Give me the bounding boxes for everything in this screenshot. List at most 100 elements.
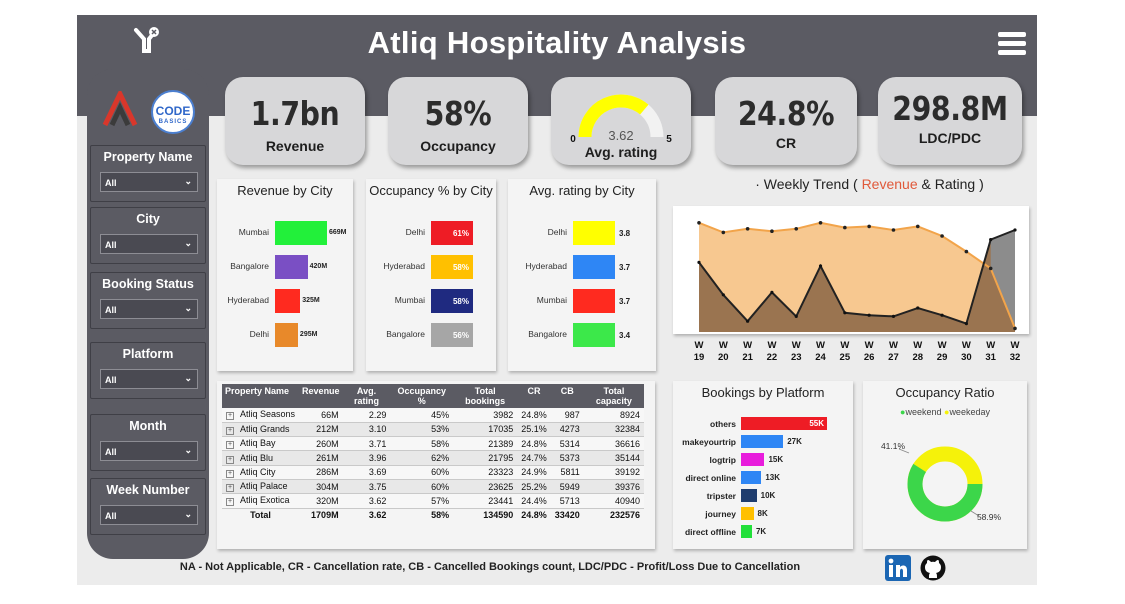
platform-dropdown[interactable]: All ⌄ xyxy=(100,369,198,389)
bar-value-label: 3.8 xyxy=(619,229,631,238)
rating-point[interactable] xyxy=(1013,228,1017,232)
column-header[interactable]: Total capacity xyxy=(583,384,644,408)
rating-by-city-chart[interactable]: Avg. rating by City Delhi 3.8 Hyderabad 3.7… xyxy=(508,179,656,371)
month-dropdown[interactable]: All ⌄ xyxy=(100,441,198,461)
expand-icon[interactable]: + xyxy=(226,498,234,507)
table-row[interactable]: + Atliq Grands 212M 3.10 53% 17035 25.1% 4273 32… xyxy=(222,422,644,438)
platform-bar[interactable] xyxy=(741,471,762,484)
revenue-point[interactable] xyxy=(794,227,799,231)
hamburger-menu-icon[interactable] xyxy=(998,32,1026,58)
revenue-point[interactable] xyxy=(891,228,896,232)
rating-point[interactable] xyxy=(867,313,871,317)
table-cell: 24.4% xyxy=(517,493,551,509)
bar-value-label: 8K xyxy=(757,509,768,518)
kpi-avg-rating[interactable]: 3.62 0 5 Avg. rating xyxy=(551,77,691,165)
revenue-point[interactable] xyxy=(770,229,774,233)
platform-bar[interactable]: 55K xyxy=(741,417,827,430)
column-header[interactable]: Occupancy % xyxy=(390,384,454,408)
bar-category-label: Mumbai xyxy=(394,295,425,305)
expand-icon[interactable]: + xyxy=(226,441,234,450)
occupancy-by-city-chart[interactable]: Occupancy % by City Delhi 61% Hyderabad 58%… xyxy=(366,179,496,371)
column-header[interactable]: Property Name xyxy=(222,384,300,408)
column-header[interactable]: Revenue xyxy=(299,384,343,408)
rating-point[interactable] xyxy=(770,290,774,294)
revenue-point[interactable] xyxy=(697,221,701,225)
kpi-revenue[interactable]: 1.7bn Revenue xyxy=(225,77,365,165)
occupancy-ratio-chart[interactable]: Occupancy Ratio ●weekend ●weekeday 41.1%… xyxy=(863,381,1027,549)
rating-point[interactable] xyxy=(697,260,701,264)
revenue-point[interactable] xyxy=(988,266,993,271)
revenue-bar[interactable] xyxy=(275,221,327,245)
revenue-point[interactable] xyxy=(721,230,726,235)
slicer-label: Property Name xyxy=(103,150,193,164)
rating-point[interactable] xyxy=(891,314,896,318)
platform-bar[interactable] xyxy=(741,489,757,502)
rating-point[interactable] xyxy=(989,238,993,242)
table-cell: 60% xyxy=(390,465,454,480)
rating-point[interactable] xyxy=(940,313,944,317)
platform-bar[interactable] xyxy=(741,435,784,448)
kpi-ldc-pdc[interactable]: 298.8M LDC/PDC xyxy=(878,77,1022,165)
city-bar[interactable] xyxy=(573,289,615,313)
city-bar[interactable] xyxy=(573,255,615,279)
revenue-bar[interactable] xyxy=(275,255,308,279)
revenue-point[interactable] xyxy=(745,227,750,231)
table-row[interactable]: + Atliq Seasons 66M 2.29 45% 3982 24.8% 987 8924 xyxy=(222,408,644,423)
rating-point[interactable] xyxy=(721,293,725,297)
column-header[interactable]: CB xyxy=(550,384,584,408)
rating-point[interactable] xyxy=(746,319,750,323)
kpi-occupancy[interactable]: 58% Occupancy xyxy=(388,77,528,165)
rating-point[interactable] xyxy=(964,322,968,326)
kpi-cr[interactable]: 24.8% CR xyxy=(715,77,857,165)
column-header[interactable]: Avg. rating xyxy=(342,384,391,408)
revenue-point[interactable] xyxy=(964,249,969,254)
expand-icon[interactable]: + xyxy=(226,469,234,478)
city-bar[interactable]: 61% xyxy=(431,221,473,245)
table-row[interactable]: + Atliq Bay 260M 3.71 58% 21389 24.8% 5314 36616 xyxy=(222,436,644,452)
property-table[interactable]: Property Name Revenue Avg. rating Occupancy… xyxy=(222,384,644,522)
table-row[interactable]: + Atliq Blu 261M 3.96 62% 21795 24.7% 5373 35144 xyxy=(222,450,644,466)
revenue-bar[interactable] xyxy=(275,289,301,313)
city-bar[interactable]: 56% xyxy=(431,323,473,347)
city-bar[interactable] xyxy=(573,221,615,245)
revenue-point[interactable] xyxy=(843,225,847,230)
revenue-point[interactable] xyxy=(940,234,944,238)
column-header[interactable]: Total bookings xyxy=(453,384,518,408)
weekly-trend-chart[interactable] xyxy=(673,206,1029,334)
github-icon[interactable] xyxy=(920,555,946,581)
expand-icon[interactable]: + xyxy=(226,426,234,435)
rating-point[interactable] xyxy=(916,306,920,310)
expand-icon[interactable]: + xyxy=(226,455,234,464)
bar-category-label: Hyderabad xyxy=(227,295,269,305)
city-dropdown[interactable]: All ⌄ xyxy=(100,234,198,254)
weekend-slice[interactable] xyxy=(907,446,983,522)
table-row[interactable]: + Atliq Palace 304M 3.75 60% 23625 25.2% 5949 39… xyxy=(222,479,644,495)
property-name-dropdown[interactable]: All ⌄ xyxy=(100,172,198,192)
column-header[interactable]: CR xyxy=(517,384,551,408)
table-row[interactable]: + Atliq City 286M 3.69 60% 23323 24.9% 5811 3919… xyxy=(222,465,644,480)
revenue-point[interactable] xyxy=(867,224,871,229)
city-bar[interactable] xyxy=(573,323,615,347)
property-table-panel[interactable]: Property Name Revenue Avg. rating Occupancy… xyxy=(217,381,655,549)
rating-point[interactable] xyxy=(843,311,847,315)
platform-bar[interactable] xyxy=(741,525,752,538)
revenue-point[interactable] xyxy=(915,224,920,229)
rating-point[interactable] xyxy=(794,314,798,318)
revenue-bar[interactable] xyxy=(275,323,298,347)
city-bar[interactable]: 58% xyxy=(431,255,473,279)
week-number-dropdown[interactable]: All ⌄ xyxy=(100,505,198,525)
revenue-point[interactable] xyxy=(818,221,823,225)
expand-icon[interactable]: + xyxy=(226,412,234,421)
city-bar[interactable]: 58% xyxy=(431,289,473,313)
bookings-by-platform-chart[interactable]: Bookings by Platform others 55K makeyourtr… xyxy=(673,381,853,549)
revenue-by-city-chart[interactable]: Revenue by City Mumbai 669M Bangalore 420M H… xyxy=(217,179,353,371)
platform-bar[interactable] xyxy=(741,507,754,520)
table-row[interactable]: + Atliq Exotica 320M 3.62 57% 23441 24.4% 5713 4… xyxy=(222,493,644,509)
expand-icon[interactable]: + xyxy=(226,484,234,493)
revenue-point[interactable] xyxy=(1013,326,1017,331)
rating-point[interactable] xyxy=(818,264,823,268)
booking-status-dropdown[interactable]: All ⌄ xyxy=(100,299,198,319)
linkedin-icon[interactable] xyxy=(885,555,911,581)
platform-bar[interactable] xyxy=(741,453,765,466)
slicer-month: Month All ⌄ xyxy=(90,414,206,471)
